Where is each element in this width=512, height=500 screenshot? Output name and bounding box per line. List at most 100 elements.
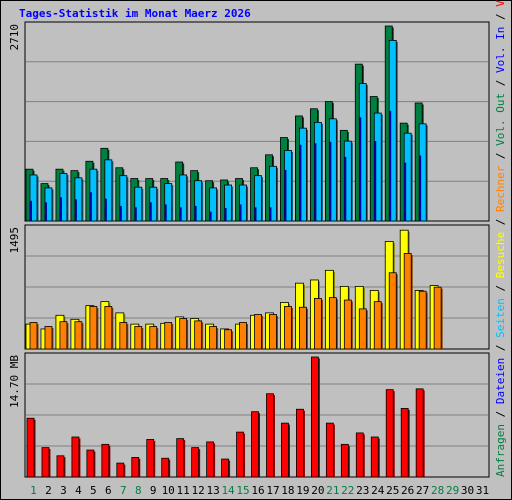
rechner-bar-4: [74, 321, 83, 350]
right-legend: Anfragen / Dateien / Seiten / Besuche / …: [494, 0, 507, 477]
x-tick-label-29: 29: [446, 484, 459, 497]
volumen-bar-16: [251, 411, 259, 478]
volumen-bar-1: [26, 417, 35, 478]
volumen-bar-26: [400, 408, 409, 478]
seiten-bar-16: [254, 175, 262, 222]
x-tick-label-3: 3: [60, 484, 67, 497]
rechner-bar-2: [44, 326, 53, 350]
volumen-bar-5: [86, 449, 95, 478]
legend-part-6: Besuche: [494, 232, 507, 278]
dateien-bar-20: [314, 143, 317, 221]
x-tick-label-18: 18: [281, 484, 294, 497]
rechner-bar-12: [194, 320, 203, 350]
x-tick-label-6: 6: [105, 484, 112, 497]
dateien-bar-15: [239, 204, 242, 221]
x-tick-label-16: 16: [251, 484, 264, 497]
dateien-bar-22: [344, 156, 347, 221]
rechner-bar-8: [134, 326, 143, 350]
seiten-bar-7: [119, 175, 128, 222]
x-tick-label-8: 8: [135, 484, 142, 497]
x-tick-label-25: 25: [386, 484, 399, 497]
volumen-bar-19: [296, 408, 304, 478]
x-tick-label-19: 19: [296, 484, 309, 497]
x-tick-label-2: 2: [45, 484, 52, 497]
dateien-bar-8: [134, 207, 137, 221]
dateien-bar-27: [419, 155, 422, 221]
volumen-bar-11: [176, 438, 185, 478]
chart-title: Tages-Statistik im Monat Maerz 2026: [19, 7, 251, 20]
x-tick-label-9: 9: [150, 484, 157, 497]
x-tick-label-10: 10: [162, 484, 175, 497]
rechner-bar-13: [209, 326, 218, 350]
volumen-bar-6: [101, 443, 110, 478]
dateien-bar-26: [404, 162, 407, 221]
dateien-bar-24: [374, 141, 377, 221]
x-tick-label-20: 20: [311, 484, 324, 497]
dateien-bar-25: [389, 110, 392, 221]
volumen-bar-18: [281, 422, 289, 478]
top-ymax-label: 2710: [8, 24, 21, 51]
volumen-bar-10: [161, 457, 170, 478]
legend-part-11: /: [494, 73, 507, 93]
x-tick-label-30: 30: [461, 484, 474, 497]
rechner-bar-27: [418, 290, 427, 350]
dateien-bar-10: [164, 204, 167, 221]
legend-part-10: Vol. Out: [494, 93, 507, 146]
volumen-bar-3: [56, 455, 65, 478]
x-tick-label-27: 27: [416, 484, 429, 497]
seiten-bar-1: [29, 174, 38, 222]
volumen-bar-20: [310, 356, 319, 478]
volumen-bar-2: [41, 447, 50, 478]
legend-part-12: Vol. In: [494, 27, 507, 73]
dateien-bar-23: [359, 117, 362, 221]
rechner-bar-9: [149, 326, 158, 350]
x-tick-label-22: 22: [341, 484, 354, 497]
legend-part-1: /: [494, 404, 507, 424]
rechner-bar-5: [89, 306, 98, 350]
volumen-bar-25: [385, 389, 394, 478]
rechner-bar-6: [104, 306, 113, 350]
x-tick-label-7: 7: [120, 484, 127, 497]
rechner-bar-23: [358, 308, 367, 350]
rechner-bar-18: [284, 306, 292, 350]
dateien-bar-18: [284, 169, 287, 221]
rechner-bar-17: [269, 314, 277, 350]
legend-part-3: /: [494, 338, 507, 358]
seiten-bar-17: [269, 165, 277, 222]
volumen-bar-8: [131, 457, 140, 478]
rechner-bar-11: [179, 318, 188, 350]
x-tick-label-26: 26: [401, 484, 414, 497]
dateien-bar-6: [104, 198, 107, 221]
x-tick-label-5: 5: [90, 484, 97, 497]
legend-part-5: /: [494, 278, 507, 298]
rechner-bar-21: [328, 297, 337, 350]
volumen-bar-15: [236, 431, 244, 478]
dateien-bar-4: [74, 199, 77, 221]
rechner-bar-14: [224, 329, 232, 350]
seiten-bar-11: [179, 174, 188, 222]
volumen-bar-13: [206, 441, 215, 478]
legend-part-2: Dateien: [494, 358, 507, 404]
seiten-bar-15: [239, 184, 247, 222]
seiten-bar-10: [164, 183, 173, 222]
legend-part-14: Volumen: [494, 0, 507, 7]
rechner-bar-7: [119, 322, 128, 350]
rechner-bar-22: [343, 299, 352, 350]
rechner-bar-28: [433, 286, 442, 350]
dateien-bar-16: [254, 207, 257, 221]
volumen-bar-9: [146, 439, 155, 478]
x-tick-label-24: 24: [371, 484, 385, 497]
volumen-bar-17: [266, 393, 274, 478]
dateien-bar-19: [299, 144, 302, 221]
volumen-bar-7: [116, 462, 125, 478]
legend-part-7: /: [494, 212, 507, 232]
seiten-bar-12: [194, 180, 203, 222]
dateien-bar-2: [44, 202, 47, 221]
dateien-bar-12: [194, 205, 197, 221]
x-tick-label-11: 11: [177, 484, 190, 497]
bottom-ymax-label: 14.70 MB: [8, 355, 21, 408]
volumen-bar-23: [355, 432, 364, 478]
rechner-bar-26: [403, 253, 412, 350]
x-tick-label-28: 28: [431, 484, 444, 497]
rechner-bar-20: [313, 298, 322, 350]
